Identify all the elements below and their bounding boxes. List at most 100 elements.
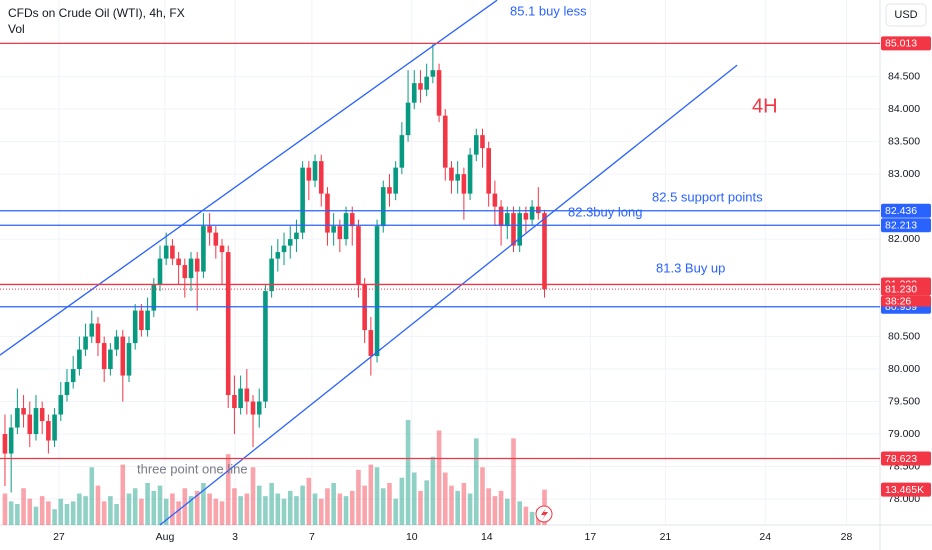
volume-bar	[281, 498, 287, 525]
volume-bar	[300, 485, 305, 525]
volume-bar	[207, 493, 212, 525]
volume-bar	[430, 456, 436, 525]
candle-body	[461, 174, 467, 194]
volume-bar	[46, 501, 51, 525]
candle-body	[318, 161, 324, 194]
candle-body	[349, 213, 355, 227]
candle-body	[151, 284, 157, 311]
candle-body	[52, 414, 57, 441]
y-tick-label: 80.000	[888, 363, 920, 375]
y-tick-label: 82.000	[888, 233, 920, 245]
candle-body	[201, 226, 206, 272]
candle-body	[21, 408, 26, 415]
candle-body	[101, 343, 107, 370]
volume-bar	[480, 467, 485, 525]
candle-body	[449, 167, 454, 181]
volume-bar	[64, 504, 70, 525]
volume-bar	[331, 483, 336, 525]
volume-bar	[380, 488, 386, 525]
level-badge-bg	[881, 36, 931, 51]
volume-bar	[101, 501, 107, 525]
volume-bar	[188, 496, 194, 525]
candle-body	[207, 226, 212, 233]
volume-bar	[8, 501, 14, 525]
volume-bar	[337, 493, 343, 525]
annotation: 82.3buy long	[568, 204, 642, 219]
volume-bar	[182, 488, 188, 525]
candle-body	[455, 174, 460, 181]
volume-bar	[238, 496, 243, 525]
candle-body	[2, 434, 8, 454]
volume-bar	[114, 504, 119, 525]
y-tick-label: 83.000	[888, 168, 920, 180]
candle-body	[498, 206, 504, 227]
y-tick-label: 83.500	[888, 135, 920, 147]
volume-bar	[2, 493, 8, 525]
volume-bar	[387, 483, 392, 525]
candle-body	[182, 265, 188, 279]
volume-bar	[145, 483, 150, 525]
volume-bar	[368, 464, 374, 525]
volume-bar	[529, 511, 535, 525]
y-tick-label: 84.000	[888, 103, 920, 115]
candle-body	[89, 323, 95, 337]
trendline	[159, 64, 738, 526]
trendline	[0, 0, 498, 356]
candle-body	[188, 258, 194, 279]
candle-body	[83, 336, 88, 350]
candle-body	[393, 167, 398, 194]
countdown-badge-bg	[881, 295, 931, 307]
volume-bar	[325, 488, 330, 525]
candle-body	[114, 336, 119, 350]
volume-bar	[449, 485, 454, 525]
candle-body	[46, 421, 51, 441]
volume-bar	[436, 430, 442, 525]
candle-body	[269, 258, 274, 292]
volume-badge: 13.465K	[885, 484, 924, 496]
volume-bar	[467, 493, 473, 525]
volume-bar	[269, 483, 274, 525]
x-tick-label: 28	[841, 531, 853, 543]
volume-bar	[424, 480, 429, 525]
candle-body	[157, 258, 163, 285]
volume-bar	[343, 496, 349, 525]
candle-body	[213, 232, 219, 246]
x-tick-label: 7	[309, 531, 315, 543]
volume-bar	[157, 485, 163, 525]
volume-bar	[219, 501, 225, 525]
candle-body	[263, 291, 268, 402]
volume-bar	[411, 472, 417, 525]
candle-body	[250, 401, 256, 415]
volume-bar	[213, 498, 219, 525]
volume-bar	[405, 420, 411, 525]
volume-bar	[312, 493, 318, 525]
currency-button[interactable]	[885, 3, 927, 27]
candle-body	[312, 161, 318, 181]
volume-bar	[306, 477, 312, 525]
candle-body	[442, 115, 448, 168]
chart-title: CFDs on Crude Oil (WTI), 4h, FX	[8, 6, 185, 20]
volume-bar	[287, 490, 293, 525]
volume-bar	[170, 493, 175, 525]
x-tick-label: 17	[585, 531, 597, 543]
candle-body	[467, 154, 473, 194]
volume-bar	[77, 493, 82, 525]
volume-bar	[27, 498, 33, 525]
candle-body	[244, 388, 250, 402]
level-badge: 82.436	[885, 205, 917, 217]
plot	[0, 0, 880, 526]
volume-bar	[486, 488, 491, 525]
candle-body	[492, 193, 498, 207]
level-badge-bg	[881, 203, 931, 218]
x-tick-label: Aug	[156, 531, 175, 543]
volume-bar	[39, 496, 45, 525]
candle-body	[368, 330, 374, 357]
candle-body	[523, 213, 529, 220]
volume-bar	[275, 493, 281, 525]
volume-bar	[139, 498, 144, 525]
volume-bar	[399, 477, 405, 525]
volume-bar	[362, 485, 367, 525]
volume-bar	[151, 490, 157, 525]
volume-bar	[225, 454, 231, 525]
volume-bar	[461, 483, 467, 525]
